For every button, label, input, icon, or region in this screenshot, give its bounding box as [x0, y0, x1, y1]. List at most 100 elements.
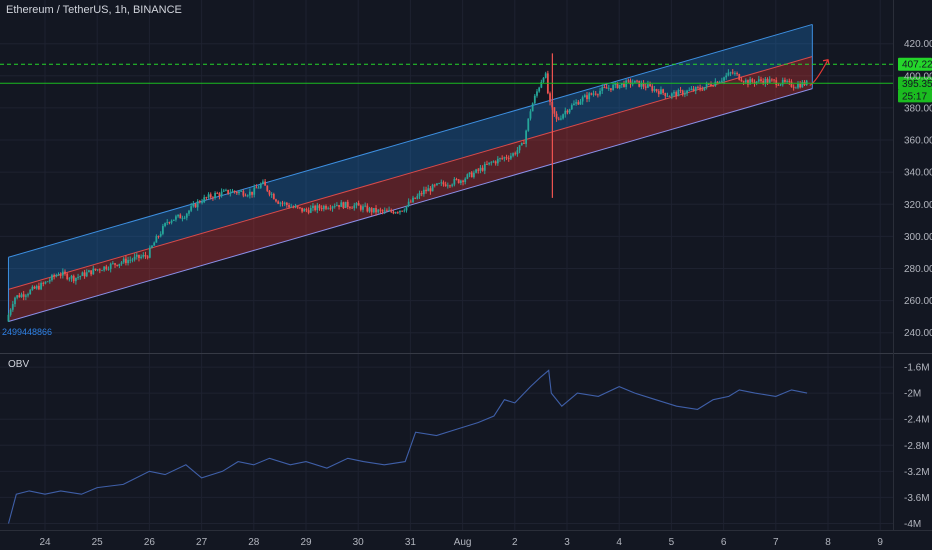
candle-body [425, 189, 427, 192]
candle-body [714, 81, 717, 86]
candle-body [629, 80, 632, 85]
candle-body [38, 285, 40, 290]
candle-body [586, 95, 588, 100]
time-tick-label: 2 [512, 537, 518, 548]
candle-body [399, 210, 401, 213]
candle-body [757, 79, 760, 82]
candle-body [331, 206, 334, 209]
candle-body [161, 226, 164, 234]
candle-body [805, 80, 808, 85]
candle-body [225, 189, 227, 191]
candle-body [481, 167, 484, 171]
candle-body [14, 297, 16, 305]
candle-body [518, 145, 521, 151]
candle-body [29, 289, 32, 295]
candle-body [601, 87, 604, 91]
candle-body [414, 197, 417, 199]
candle-body [214, 193, 216, 198]
candle-body [244, 195, 247, 197]
price-badge [898, 76, 932, 90]
candle-body [362, 206, 364, 210]
candle-body [712, 85, 715, 87]
time-tick-label: 30 [353, 537, 365, 548]
candle-body [183, 217, 186, 219]
candle-body [405, 205, 408, 211]
candle-body [736, 73, 738, 75]
candle-body [568, 109, 571, 113]
candle-body [525, 130, 528, 144]
candle-body [692, 88, 695, 91]
candle-body [429, 188, 432, 192]
price-tick-label: 340.00 [904, 168, 932, 179]
candle-body [392, 211, 395, 214]
candle-body [248, 191, 251, 196]
candle-body [312, 205, 314, 208]
candle-body [96, 269, 99, 271]
candle-body [777, 85, 780, 86]
candle-body [647, 84, 649, 88]
candle-body [107, 269, 110, 270]
time-tick-label: 28 [248, 537, 260, 548]
candle-body [588, 93, 591, 100]
candle-body [409, 201, 412, 203]
price-tick-label: 260.00 [904, 296, 932, 307]
candle-body [681, 90, 684, 95]
candle-body [492, 161, 495, 163]
candle-body [433, 184, 436, 186]
candle-body [655, 89, 658, 92]
candle-body [386, 210, 388, 212]
candle-body [125, 258, 127, 264]
candle-body [792, 86, 795, 88]
candle-body [105, 266, 108, 270]
candle-body [109, 263, 112, 270]
candle-body [575, 102, 578, 104]
candle-body [240, 191, 243, 192]
candle-body [440, 182, 443, 184]
candle-body [177, 214, 180, 217]
price-badge-label: 395.35 [902, 79, 932, 90]
candle-body [705, 83, 708, 87]
candle-body [318, 205, 321, 209]
candle-body [279, 202, 282, 204]
candlestick-series [7, 53, 808, 322]
candle-body [48, 280, 51, 282]
candle-body [366, 205, 369, 212]
candle-body [235, 191, 238, 194]
channel-lower-line [8, 88, 813, 322]
candle-body [560, 118, 562, 120]
time-tick-label: 3 [564, 537, 570, 548]
candle-body [453, 179, 456, 185]
candle-body [35, 285, 38, 289]
candle-body [442, 182, 445, 185]
candle-body [490, 162, 493, 164]
candle-body [505, 157, 508, 159]
candle-body [103, 266, 106, 271]
candle-body [653, 89, 656, 91]
candle-body [473, 172, 475, 178]
candle-body [190, 206, 193, 211]
candle-body [494, 161, 497, 164]
candle-body [181, 218, 184, 220]
candle-body [185, 213, 188, 218]
candle-body [418, 193, 421, 196]
candle-body [727, 72, 730, 76]
candle-body [170, 220, 173, 223]
candle-body [457, 179, 460, 184]
candle-body [477, 169, 480, 171]
candle-body [212, 197, 214, 199]
candle-body [383, 210, 386, 212]
obv-series [7, 369, 808, 524]
candle-body [83, 272, 86, 277]
candle-body [327, 208, 330, 210]
price-tick-label: 380.00 [904, 103, 932, 114]
candle-body [444, 184, 447, 187]
time-tick-label: 31 [405, 537, 417, 548]
time-tick-label: 4 [616, 537, 622, 548]
candle-body [501, 158, 504, 159]
time-tick-label: 9 [877, 537, 883, 548]
candle-body [670, 93, 673, 97]
candle-body [220, 191, 223, 197]
candle-body [77, 276, 79, 278]
candle-body [111, 263, 114, 265]
